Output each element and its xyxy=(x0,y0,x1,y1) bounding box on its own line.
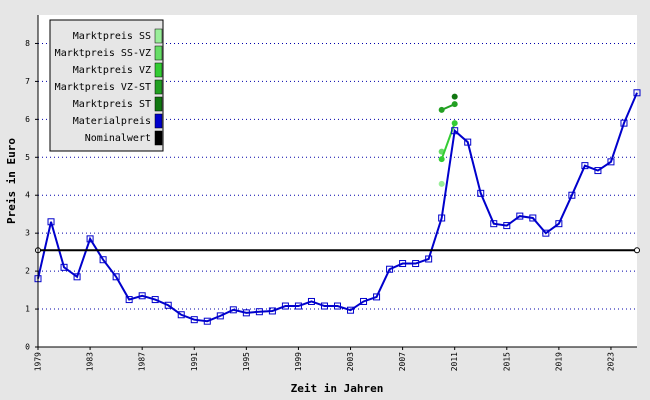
point xyxy=(490,220,498,228)
legend: Marktpreis SS Marktpreis SS-VZ Marktpreis … xyxy=(49,19,164,152)
legend-label: Marktpreis SS-VZ xyxy=(55,48,151,59)
legend-swatch xyxy=(154,45,163,61)
y-tick-label: 1 xyxy=(25,305,30,314)
x-tick-label: 1999 xyxy=(294,352,303,371)
x-tick-label: 1995 xyxy=(242,352,251,371)
point xyxy=(438,106,445,113)
point xyxy=(451,93,458,100)
point xyxy=(555,220,563,228)
point xyxy=(334,302,341,310)
point xyxy=(112,273,120,281)
legend-swatch xyxy=(154,28,163,44)
point xyxy=(86,235,94,243)
point xyxy=(451,127,459,135)
point xyxy=(281,302,289,310)
series-line xyxy=(440,122,456,160)
point xyxy=(138,292,146,300)
point xyxy=(47,218,55,226)
point xyxy=(581,162,589,170)
legend-label: Marktpreis ST xyxy=(73,99,151,110)
x-tick-label: 1979 xyxy=(34,352,43,371)
point xyxy=(229,306,237,314)
legend-label: Marktpreis VZ-ST xyxy=(55,82,151,93)
point xyxy=(386,265,394,273)
legend-label: Marktpreis VZ xyxy=(73,65,151,76)
point xyxy=(620,119,628,127)
point xyxy=(320,302,328,310)
legend-box xyxy=(49,19,164,152)
series-line xyxy=(37,92,638,323)
y-tick-label: 7 xyxy=(25,77,30,86)
point xyxy=(634,247,640,254)
point xyxy=(568,191,576,199)
point xyxy=(542,229,550,237)
y-tick-label: 2 xyxy=(25,267,30,276)
point xyxy=(373,293,381,301)
point xyxy=(151,296,159,304)
point xyxy=(438,156,445,163)
y-axis-label: Preis in Euro xyxy=(5,138,18,224)
point xyxy=(464,138,472,146)
point xyxy=(60,263,68,271)
point xyxy=(399,260,407,268)
point xyxy=(438,180,445,187)
point xyxy=(633,89,641,97)
y-tick-label: 4 xyxy=(25,191,30,200)
x-tick-label: 2003 xyxy=(346,352,355,371)
x-tick-label: 1991 xyxy=(190,352,199,371)
point xyxy=(503,222,511,230)
point xyxy=(242,309,250,317)
y-tick-label: 5 xyxy=(25,153,30,162)
point xyxy=(307,297,315,305)
y-tick-label: 6 xyxy=(25,115,30,124)
y-tick-label: 0 xyxy=(25,343,30,352)
point xyxy=(190,316,198,324)
point xyxy=(203,317,211,325)
x-tick-label: 2015 xyxy=(502,352,511,371)
point xyxy=(268,307,276,315)
point xyxy=(177,311,185,319)
x-tick-label: 1987 xyxy=(138,352,147,371)
point xyxy=(164,301,172,309)
x-axis-label: Zeit in Jahren xyxy=(291,382,384,395)
x-tick-label: 2011 xyxy=(450,352,459,371)
x-tick-label: 2019 xyxy=(554,352,563,371)
legend-label: Materialpreis xyxy=(73,116,151,127)
legend-swatch xyxy=(154,79,163,95)
y-tick-label: 3 xyxy=(25,229,30,238)
point xyxy=(255,308,263,316)
point xyxy=(425,255,433,263)
point xyxy=(360,297,368,305)
point xyxy=(529,214,537,222)
legend-swatch xyxy=(154,130,163,146)
x-tick-label: 1983 xyxy=(86,352,95,371)
x-tick-label: 2007 xyxy=(398,352,407,371)
point xyxy=(73,273,81,281)
legend-label: Marktpreis SS xyxy=(73,31,151,42)
point xyxy=(451,101,458,108)
point xyxy=(99,256,107,264)
marks xyxy=(34,89,641,325)
x-tick-label: 2023 xyxy=(606,352,615,371)
point xyxy=(347,306,355,314)
legend-swatch xyxy=(154,62,163,78)
point xyxy=(216,312,224,320)
point xyxy=(607,158,615,166)
legend-label: Nominalwert xyxy=(85,133,151,144)
point xyxy=(451,120,458,127)
legend-swatch xyxy=(154,113,163,129)
legend-swatch xyxy=(154,96,163,112)
y-tick-label: 8 xyxy=(25,39,30,48)
point xyxy=(294,302,302,310)
point xyxy=(412,260,420,268)
point xyxy=(438,214,446,222)
point xyxy=(125,296,133,304)
point xyxy=(477,189,485,197)
point xyxy=(516,212,524,220)
point xyxy=(594,167,602,175)
